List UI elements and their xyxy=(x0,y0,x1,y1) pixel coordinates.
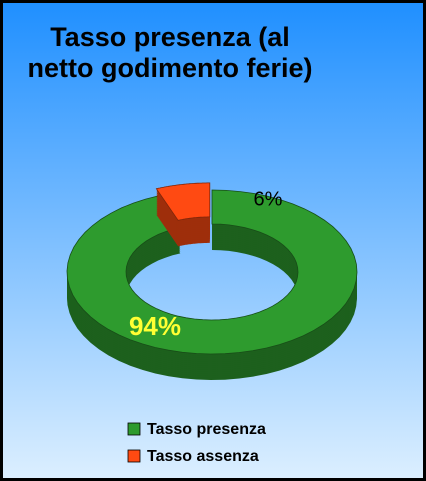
data-label: 94% xyxy=(129,311,181,341)
legend-label: Tasso assenza xyxy=(147,448,259,465)
slice xyxy=(66,189,358,380)
slice-top xyxy=(155,182,211,221)
data-label: 6% xyxy=(254,188,283,210)
slice xyxy=(155,182,211,247)
legend-label: Tasso presenza xyxy=(147,421,266,438)
legend-swatch xyxy=(127,449,141,463)
chart-title: Tasso presenza (al netto godimento ferie… xyxy=(27,22,313,83)
legend-swatch xyxy=(127,422,141,436)
